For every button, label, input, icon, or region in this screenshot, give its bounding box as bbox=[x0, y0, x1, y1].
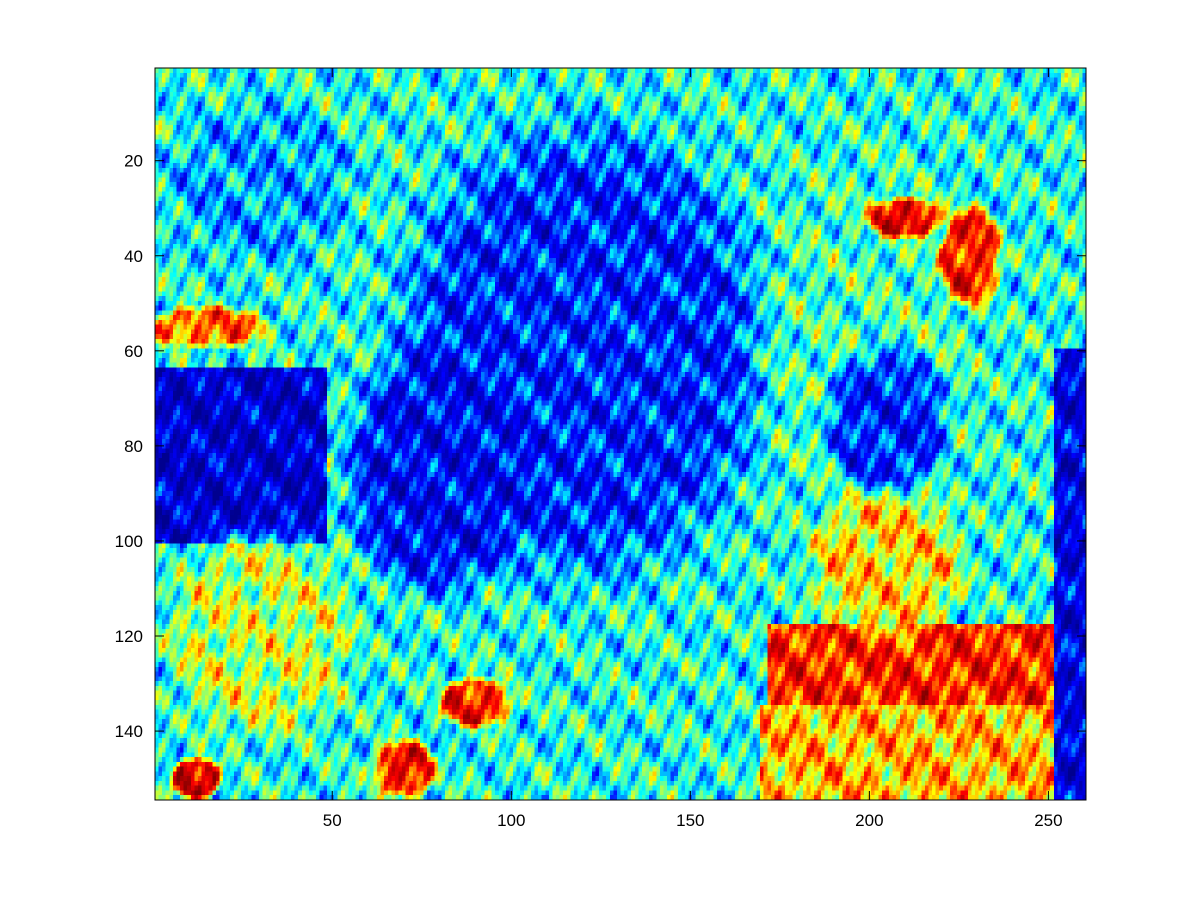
x-tick-label: 150 bbox=[676, 811, 704, 830]
x-tick-label: 250 bbox=[1034, 811, 1062, 830]
y-tick-label: 60 bbox=[124, 342, 143, 361]
x-tick-label: 50 bbox=[323, 811, 342, 830]
y-tick-label: 120 bbox=[115, 627, 143, 646]
y-tick-label: 140 bbox=[115, 722, 143, 741]
y-tick-label: 40 bbox=[124, 247, 143, 266]
y-tick-label: 80 bbox=[124, 437, 143, 456]
axes-box bbox=[154, 67, 1087, 801]
heatmap-image bbox=[155, 68, 1086, 800]
heatmap-image-container bbox=[155, 68, 1086, 800]
x-tick-label: 200 bbox=[855, 811, 883, 830]
y-tick-label: 100 bbox=[115, 532, 143, 551]
y-tick-label: 20 bbox=[124, 152, 143, 171]
x-tick-label: 100 bbox=[497, 811, 525, 830]
axes-ticks: 50 100 150 200 250 20 40 60 80 100 120 140 bbox=[115, 68, 1086, 830]
